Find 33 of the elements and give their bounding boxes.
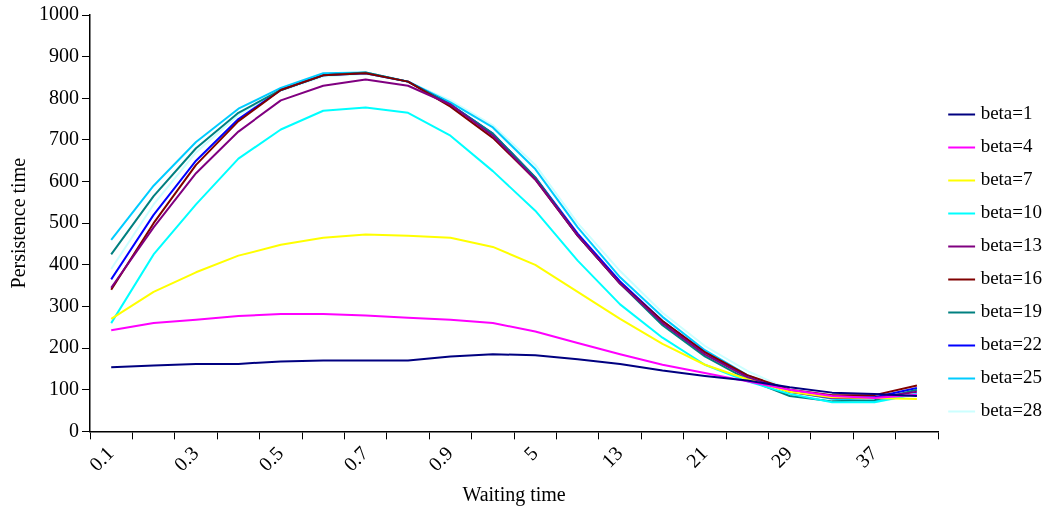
legend-label: beta=1 xyxy=(980,102,1033,124)
legend-label: beta=4 xyxy=(980,135,1033,157)
y-tick-label: 100 xyxy=(49,376,79,399)
x-tick-label: 13 xyxy=(596,441,627,472)
x-axis-title: Waiting time xyxy=(462,483,566,507)
x-tick-label: 0.1 xyxy=(84,441,118,476)
legend-label: beta=22 xyxy=(980,333,1043,355)
x-tick-label: 21 xyxy=(681,441,712,472)
y-tick-label: 800 xyxy=(49,85,79,108)
y-tick-label: 400 xyxy=(49,252,79,275)
legend-label: beta=7 xyxy=(980,168,1033,190)
x-tick-label: 0.3 xyxy=(169,441,203,476)
y-tick-label: 0 xyxy=(69,418,79,441)
x-tick-label: 0.5 xyxy=(254,441,288,476)
legend-label: beta=19 xyxy=(980,300,1043,322)
x-tick-label: 5 xyxy=(519,441,542,465)
y-tick-label: 500 xyxy=(49,210,79,233)
y-tick-label: 300 xyxy=(49,293,79,316)
legend-label: beta=28 xyxy=(980,399,1043,421)
y-tick-label: 700 xyxy=(49,127,79,150)
x-tick-label: 37 xyxy=(851,441,882,472)
y-tick-label: 1000 xyxy=(39,2,79,25)
x-tick-label: 29 xyxy=(766,441,797,472)
legend-label: beta=13 xyxy=(980,234,1043,256)
x-tick-label: 0.7 xyxy=(338,441,373,476)
y-tick-label: 600 xyxy=(49,168,79,191)
legend-label: beta=25 xyxy=(980,366,1043,388)
legend-label: beta=10 xyxy=(980,201,1043,223)
y-axis-title: Persistence time xyxy=(7,157,30,289)
legend-label: beta=16 xyxy=(980,267,1043,289)
x-tick-label: 0.9 xyxy=(423,441,457,476)
y-tick-label: 200 xyxy=(49,335,79,358)
y-tick-label: 900 xyxy=(49,43,79,66)
